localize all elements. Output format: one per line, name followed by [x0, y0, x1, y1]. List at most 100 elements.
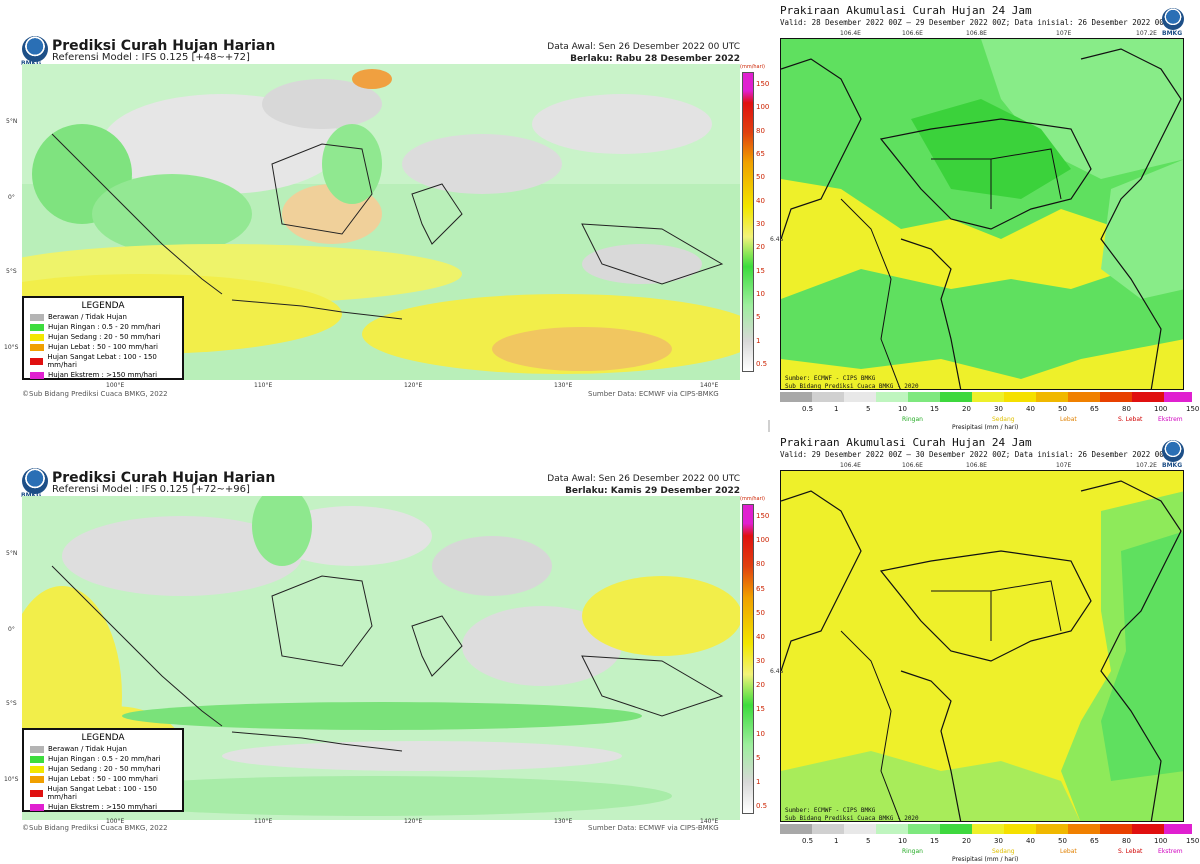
legend-label: Hujan Sedang : 20 - 50 mm/hari — [48, 333, 161, 341]
legend-swatch — [30, 333, 44, 341]
cb-cell — [876, 824, 908, 834]
cb-cell — [908, 392, 940, 402]
legend-swatch — [30, 371, 44, 379]
lat-label: 6.4S — [770, 668, 784, 675]
lat-label: 10°S — [4, 344, 19, 351]
right-colorbar-tick: 1 — [834, 837, 839, 845]
lat-label: 5°N — [6, 118, 18, 125]
right-colorbar-tick: 1 — [834, 405, 839, 413]
colorbar — [742, 504, 754, 814]
right-source: Sumber: ECMWF - CIPS BMKG Sub Bidang Pred… — [785, 375, 919, 390]
berlaku-date: Berlaku: Rabu 28 Desember 2022 — [570, 54, 740, 64]
right-colorbar-tick: 80 — [1122, 837, 1131, 845]
logo-text: BMKG — [21, 492, 42, 499]
right-colorbar-tick: 80 — [1122, 405, 1131, 413]
rainfall-map: LEGENDA Berawan / Tidak Hujan Hujan Ring… — [22, 64, 740, 380]
lat-label: 0° — [8, 626, 15, 633]
right-map-title: Prakiraan Akumulasi Curah Hujan 24 Jam — [780, 4, 1032, 17]
legend-swatch — [30, 789, 44, 797]
cb-cell — [1004, 824, 1036, 834]
right-source-line2: Sub Bidang Prediksi Cuaca BMKG - 2020 — [785, 815, 919, 822]
right-source: Sumber: ECMWF - CIPS BMKG Sub Bidang Pred… — [785, 807, 919, 822]
colorbar-unit: (mm/hari) — [740, 496, 766, 502]
footer-source: Sumber Data: ECMWF via CIPS-BMKG — [588, 824, 719, 832]
cb-cell — [844, 392, 876, 402]
cb-cell — [1036, 392, 1068, 402]
cb-cell — [908, 824, 940, 834]
cb-cell — [1132, 392, 1164, 402]
right-colorbar-tick: 5 — [866, 405, 871, 413]
legend-title: LEGENDA — [81, 733, 125, 743]
colorbar-tick-label: 0.5 — [756, 802, 768, 810]
logo-text: BMKG — [1162, 30, 1183, 37]
bmkg-logo-icon — [22, 468, 48, 494]
legend-title: LEGENDA — [81, 301, 125, 311]
right-source-line1: Sumber: ECMWF - CIPS BMKG — [785, 375, 876, 382]
cb-cell — [1068, 392, 1100, 402]
lon-label: 140°E — [700, 382, 719, 389]
lat-label: 10°S — [4, 776, 19, 783]
right-colorbar-tick: 0.5 — [802, 405, 814, 413]
lon-label: 100°E — [106, 382, 125, 389]
right-category: Ringan — [902, 848, 923, 855]
lon-label: 120°E — [404, 382, 423, 389]
right-colorbar — [780, 824, 1192, 834]
legend-swatch — [30, 755, 44, 763]
district-rainfall-map: Sumber: ECMWF - CIPS BMKG Sub Bidang Pred… — [780, 470, 1184, 822]
legend-item: Berawan / Tidak Hujan — [30, 313, 182, 321]
colorbar-tick-label: 150 — [756, 80, 770, 88]
colorbar-tick-label: 15 — [756, 705, 765, 714]
colorbar-tick-label: 30 — [756, 220, 765, 228]
colorbar-tick-label: 0.5 — [756, 360, 768, 368]
legend-item: Hujan Lebat : 50 - 100 mm/hari — [30, 775, 182, 783]
right-category: Sedang — [992, 416, 1015, 423]
cb-cell — [1132, 824, 1164, 834]
right-category: Sedang — [992, 848, 1015, 855]
logo-text: BMKG — [1162, 462, 1183, 469]
legend-swatch — [30, 803, 44, 811]
right-category: Ekstrem — [1158, 416, 1183, 423]
legend-label: Hujan Ringan : 0.5 - 20 mm/hari — [48, 755, 161, 763]
lon-label: 106.8E — [966, 30, 987, 37]
left-top-panel: BMKG Prediksi Curah Hujan Harian Referen… — [0, 0, 770, 420]
colorbar — [742, 72, 754, 372]
colorbar-tick-label: 5 — [756, 313, 761, 322]
lat-label: 0° — [8, 194, 15, 201]
colorbar-tick-label: 80 — [756, 560, 765, 569]
legend-label: Berawan / Tidak Hujan — [48, 313, 127, 321]
lon-label: 106.6E — [902, 30, 923, 37]
lon-label: 140°E — [700, 818, 719, 825]
berlaku-date: Berlaku: Kamis 29 Desember 2022 — [565, 486, 740, 496]
right-colorbar-tick: 40 — [1026, 405, 1035, 413]
right-map-title: Prakiraan Akumulasi Curah Hujan 24 Jam — [780, 436, 1032, 449]
right-colorbar-tick: 15 — [930, 405, 939, 413]
lat-label: 5°S — [6, 268, 17, 275]
lon-label: 110°E — [254, 818, 273, 825]
cb-cell — [1100, 392, 1132, 402]
legend-swatch — [30, 323, 44, 331]
colorbar-tick-label: 20 — [756, 681, 765, 690]
right-valid-text: Valid: 28 Desember 2022 00Z – 29 Desembe… — [780, 18, 1169, 27]
right-source-line2: Sub Bidang Prediksi Cuaca BMKG - 2020 — [785, 383, 919, 390]
bmkg-logo-icon — [1162, 8, 1184, 30]
lat-label: 6.4S — [770, 236, 784, 243]
legend-item: Hujan Ringan : 0.5 - 20 mm/hari — [30, 755, 182, 763]
legend: LEGENDA Berawan / Tidak Hujan Hujan Ring… — [22, 296, 184, 380]
legend: LEGENDA Berawan / Tidak Hujan Hujan Ring… — [22, 728, 184, 812]
legend-label: Berawan / Tidak Hujan — [48, 745, 127, 753]
legend-label: Hujan Sangat Lebat : 100 - 150 mm/hari — [47, 785, 157, 801]
cb-cell — [1164, 824, 1192, 834]
map-title: Prediksi Curah Hujan Harian — [52, 38, 276, 54]
model-reference: Referensi Model : IFS 0.125 [+48~+72] — [52, 52, 250, 63]
right-axis-label: Presipitasi (mm / hari) — [952, 856, 1019, 863]
lon-label: 100°E — [106, 818, 125, 825]
colorbar-tick-label: 65 — [756, 150, 765, 158]
cb-cell — [876, 392, 908, 402]
colorbar-tick-label: 30 — [756, 657, 765, 665]
footer-source: Sumber Data: ECMWF via CIPS-BMKG — [588, 390, 719, 398]
right-colorbar — [780, 392, 1192, 402]
colorbar-tick-label: 15 — [756, 266, 765, 275]
cb-cell — [780, 392, 812, 402]
cb-cell — [972, 824, 1004, 834]
bmkg-logo-icon — [1162, 440, 1184, 462]
